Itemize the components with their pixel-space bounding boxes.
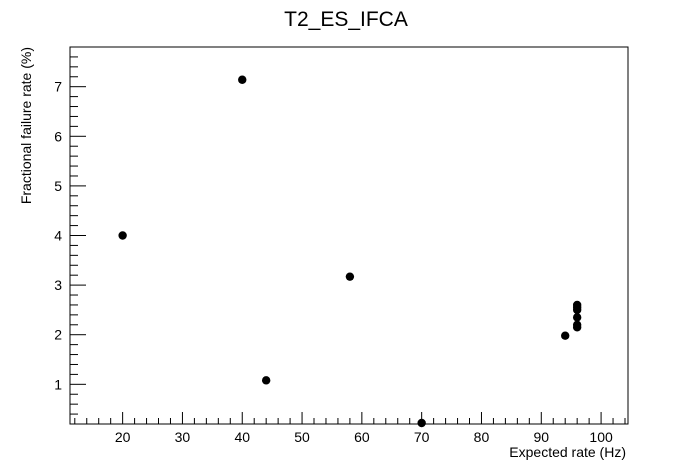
x-tick-label: 80 [474,429,490,445]
data-point [417,418,426,428]
y-tick-label: 5 [54,178,62,194]
data-point [561,331,570,340]
data-point [118,231,127,240]
data-point [238,75,247,84]
chart-title: T2_ES_IFCA [284,8,408,31]
x-tick-label: 20 [115,429,131,445]
y-tick-label: 2 [54,327,62,343]
y-tick-label: 4 [54,228,62,244]
x-tick-label: 30 [175,429,191,445]
y-tick-label: 7 [54,79,62,95]
y-tick-label: 1 [54,376,62,392]
data-point [572,300,582,310]
plot-frame [69,46,629,425]
x-tick-label: 100 [589,429,613,445]
x-tick-label: 70 [414,429,430,445]
data-point [261,376,271,385]
x-axis: 20 30 40 50 60 70 80 90 100 [74,412,626,445]
data-point [572,320,582,329]
y-tick-label: 3 [54,277,62,293]
data-point [572,313,582,322]
data-point [345,272,355,281]
x-tick-label: 60 [354,429,370,445]
x-tick-label: 40 [234,429,250,445]
y-axis: 1 2 3 4 5 6 7 [54,46,86,425]
x-axis-label: Expected rate (Hz) [509,444,626,460]
y-tick-label: 6 [54,128,62,144]
x-tick-label: 50 [294,429,310,445]
data-points [118,75,582,428]
y-axis-label: Fractional failure rate (%) [18,47,34,204]
x-tick-label: 90 [533,429,549,445]
